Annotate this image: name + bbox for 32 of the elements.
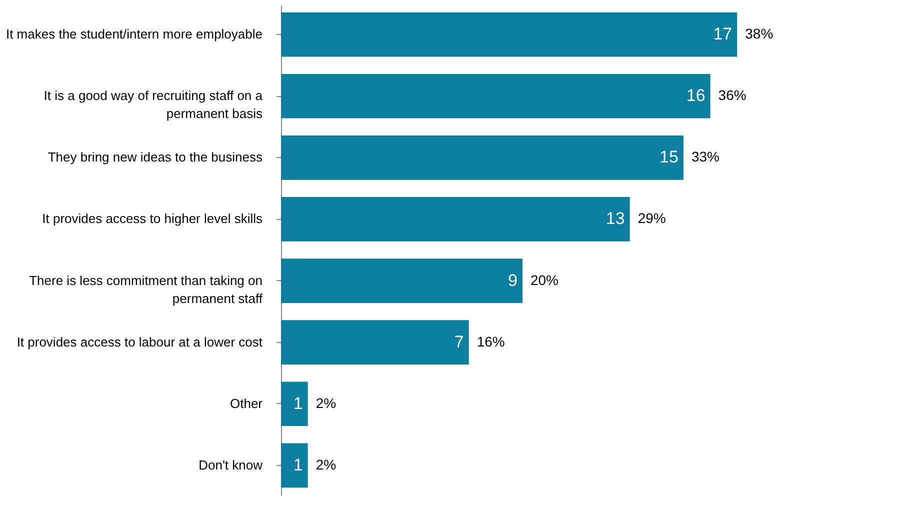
bar (281, 382, 308, 426)
y-tick-label: It provides access to labour at a lower cost (16, 334, 263, 350)
data-label: 13 (606, 209, 625, 228)
bar (281, 443, 308, 488)
annotation: 2% (316, 456, 336, 472)
y-tick-label: They bring new ideas to the business (48, 150, 263, 165)
data-label: 7 (454, 332, 464, 352)
annotation: 16% (476, 333, 505, 350)
bar (281, 136, 684, 180)
annotation: 38% (745, 26, 774, 42)
annotation: 36% (718, 87, 746, 104)
y-tick-label: Other (230, 396, 264, 411)
bar (281, 197, 630, 242)
annotation: 20% (530, 272, 559, 288)
annotation: 33% (691, 148, 720, 165)
bar (281, 320, 469, 364)
annotation: 29% (638, 210, 666, 226)
bar (281, 12, 738, 57)
bar (281, 258, 522, 303)
annotation: 2% (316, 394, 336, 411)
y-tick-label: It provides access to higher level skills (42, 211, 263, 226)
data-label: 1 (293, 455, 303, 474)
y-tick-label: There is less commitment than taking on permanent staff (29, 272, 263, 306)
bar (281, 74, 710, 118)
data-label: 9 (508, 270, 518, 290)
y-tick-label: Don't know (198, 457, 264, 472)
y-tick-label: It is a good way of recruiting staff on a permanent basis (44, 88, 264, 122)
data-label: 16 (686, 86, 706, 106)
data-label: 17 (713, 24, 732, 44)
data-label: 1 (293, 394, 303, 413)
data-label: 15 (660, 148, 678, 167)
y-tick-label: It makes the student/intern more employable (6, 26, 262, 42)
